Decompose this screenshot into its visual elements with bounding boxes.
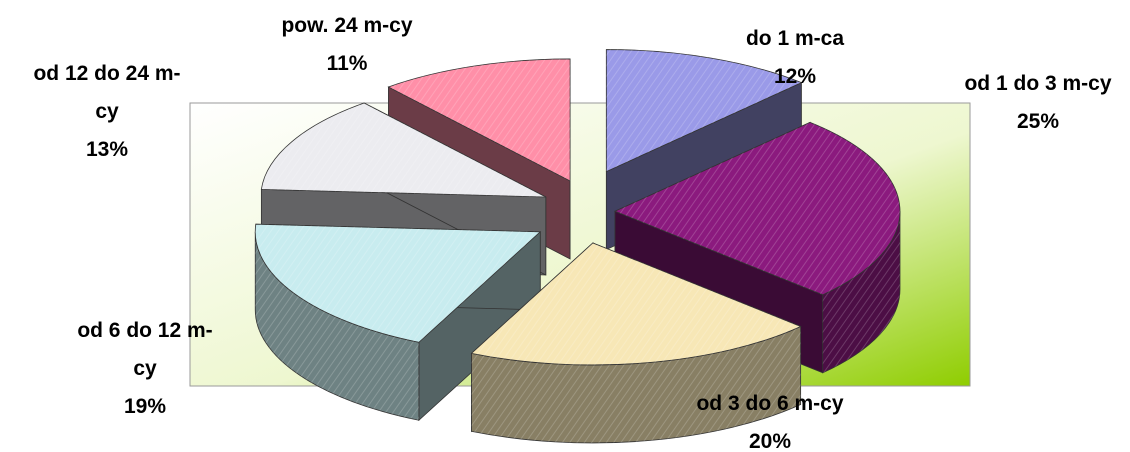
slice-4-top-texture	[255, 224, 541, 343]
slice-label-1: do 1 m-ca 12%	[746, 27, 844, 88]
slice-label-2: od 1 do 3 m-cy 25%	[964, 72, 1111, 133]
slice-4	[254, 223, 542, 422]
slice-3	[470, 242, 802, 444]
slice-labels: do 1 m-ca 12% od 1 do 3 m-cy 25% od 3 do 6 m…	[33, 14, 1111, 452]
slice-label-4: od 6 do 12 m-cy 19%	[77, 319, 212, 418]
slice-6-top-texture	[388, 58, 571, 181]
pie-slices	[254, 49, 901, 444]
slice-3-side-texture	[471, 326, 801, 443]
slice-2-side-texture	[822, 211, 900, 373]
slice-label-6: pow. 24 m-cy 11%	[281, 14, 412, 75]
slice-5-top-texture	[261, 103, 546, 198]
slice-2-top-texture	[614, 122, 900, 295]
slice-1-top-texture	[606, 49, 802, 172]
slice-4-side-texture	[255, 231, 419, 421]
slice-3-top-texture	[471, 242, 801, 365]
slice-label-5: od 12 do 24 m-cy 13%	[33, 62, 180, 161]
slice-label-3: od 3 do 6 m-cy 20%	[696, 392, 843, 452]
